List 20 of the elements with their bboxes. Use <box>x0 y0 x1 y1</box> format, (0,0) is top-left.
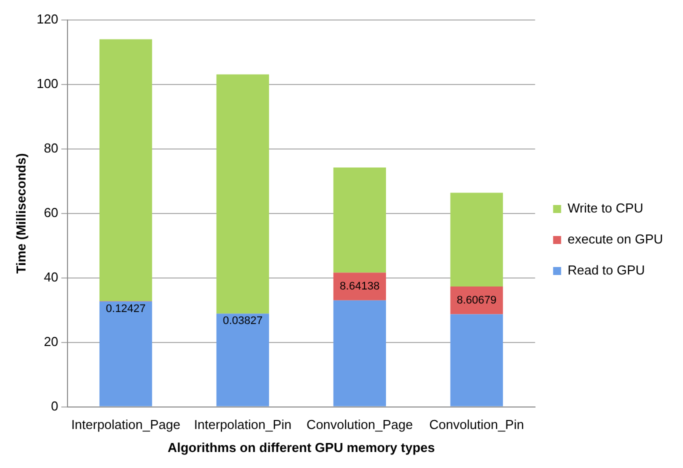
y-tick-label: 80 <box>44 140 58 156</box>
y-tick-label: 40 <box>44 269 58 284</box>
x-axis-title: Algorithms on different GPU memory types <box>168 440 435 455</box>
y-tick-label: 60 <box>44 204 58 220</box>
x-tick-label: Convolution_Pin <box>429 417 524 432</box>
legend-label: execute on GPU <box>568 232 664 247</box>
legend-label: Write to CPU <box>568 200 644 216</box>
y-tick-label: 100 <box>36 76 58 92</box>
y-tick-label: 0 <box>51 398 58 414</box>
data-label: 8.60679 <box>456 294 497 306</box>
x-tick-label: Interpolation_Pin <box>194 417 292 432</box>
y-axis-title: Time (Milliseconds) <box>13 153 28 274</box>
y-tick-label: 20 <box>44 334 58 349</box>
y-tick-label: 120 <box>36 12 58 27</box>
data-label: 0.12427 <box>106 302 146 315</box>
x-tick-label: Interpolation_Page <box>71 417 180 432</box>
data-label: 0.03827 <box>222 315 263 328</box>
data-label: 8.64138 <box>340 280 380 293</box>
legend-label: Read to GPU <box>568 262 645 278</box>
x-tick-label: Convolution_Page <box>306 417 413 432</box>
